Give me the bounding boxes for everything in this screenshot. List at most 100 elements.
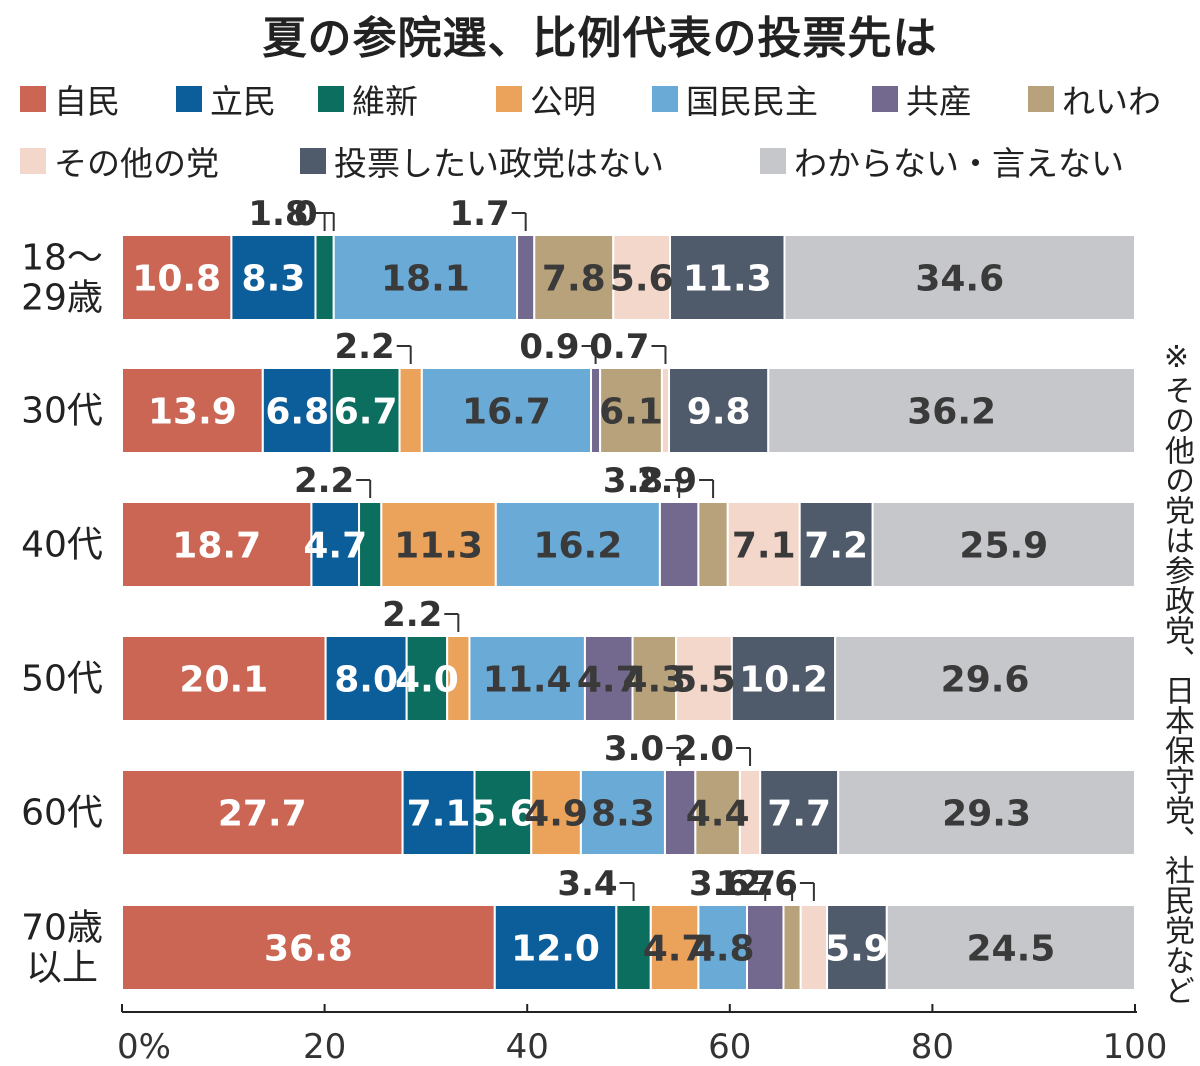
bar-segment: [798, 501, 874, 588]
data-label: 18.1: [381, 259, 470, 300]
data-label: 0: [294, 194, 318, 234]
bar-segment: [658, 501, 700, 588]
legend-item-6: れいわ: [1028, 75, 1161, 123]
legend: 自民 立民 維新 公明 国民民主 共産 れいわ その他の党 投票したい政党はない わからない・言え…: [0, 0, 1200, 190]
bar-segment: [697, 501, 729, 588]
category-label: 以上: [26, 948, 98, 989]
data-label: 2.0: [674, 729, 734, 769]
bar-segment: [261, 367, 333, 454]
category-label: 50代: [21, 659, 103, 700]
data-label: 4.9: [524, 794, 588, 835]
bar-segment: [494, 501, 661, 588]
bar-segment: [668, 367, 770, 454]
data-label: 2.2: [334, 327, 394, 367]
bar-segment: [834, 635, 1136, 722]
data-label: 5.6: [610, 259, 674, 300]
data-label: 7.7: [767, 794, 831, 835]
bar-segment: [583, 635, 634, 722]
bar-segment: [121, 234, 233, 321]
legend-label: 立民: [210, 82, 276, 121]
data-label: 3.4: [557, 864, 617, 904]
legend-swatch: [20, 86, 46, 112]
bar-segment: [121, 367, 264, 454]
data-label: 4.3: [622, 660, 686, 701]
bar-segment: [420, 367, 593, 454]
data-label: 36.2: [907, 392, 996, 433]
legend-item-8: 投票したい政党はない: [300, 137, 664, 185]
bar-segment: [675, 635, 733, 722]
legend-label: 投票したい政党はない: [334, 144, 664, 183]
x-tick-label: 60: [708, 1027, 751, 1066]
data-label: 16.7: [462, 392, 551, 433]
bar-segment: [826, 904, 888, 991]
bar-segment: [615, 904, 652, 991]
bar-segment: [871, 501, 1136, 588]
x-tick-label: 100: [1103, 1027, 1168, 1066]
data-label: 29.3: [942, 794, 1031, 835]
data-label: 6.8: [265, 392, 329, 433]
category-label: 40代: [21, 525, 103, 566]
legend-swatch: [496, 86, 522, 112]
category-label: 70歳: [21, 908, 103, 949]
data-label: 3.8: [603, 461, 663, 501]
bar-segment: [767, 367, 1136, 454]
legend-swatch: [652, 86, 678, 112]
category-label: 60代: [21, 793, 103, 834]
bar-segment: [663, 769, 697, 856]
data-label: 8.0: [334, 660, 398, 701]
data-label: 4.0: [395, 660, 459, 701]
data-label: 10.2: [739, 660, 828, 701]
data-label: 8.3: [591, 794, 655, 835]
bar-segment: [324, 635, 408, 722]
bar-segment: [697, 904, 749, 991]
data-label: 2.9: [637, 461, 697, 501]
category-label: 18〜: [21, 238, 103, 279]
bar-segment: [314, 234, 335, 321]
legend-item-5: 共産: [872, 75, 972, 123]
legend-item-2: 維新: [318, 75, 418, 123]
data-label: 4.7: [303, 526, 367, 567]
legend-item-9: わからない・言えない: [760, 137, 1124, 185]
data-label: 7.1: [407, 794, 471, 835]
data-label: 5.5: [672, 660, 736, 701]
bar-segment: [121, 769, 404, 856]
bar-segment: [730, 635, 837, 722]
data-label: 27.7: [218, 794, 307, 835]
bar-segment: [759, 769, 840, 856]
bar-segment: [332, 234, 519, 321]
data-label: 20.1: [179, 660, 268, 701]
data-label: 4.8: [691, 929, 755, 970]
data-label: 7.1: [732, 526, 796, 567]
bar-segment: [837, 769, 1136, 856]
data-label: 7.8: [542, 259, 606, 300]
bar-segment: [468, 635, 586, 722]
bar-segment: [799, 904, 829, 991]
legend-swatch: [176, 86, 202, 112]
data-label: 1.8: [248, 194, 308, 234]
bar-segment: [516, 234, 536, 321]
legend-swatch: [1028, 86, 1054, 112]
legend-swatch: [300, 148, 326, 174]
x-tick-label: 0%: [117, 1027, 171, 1066]
legend-label: 自民: [54, 82, 120, 121]
legend-swatch: [318, 86, 344, 112]
data-label: 5.6: [471, 794, 535, 835]
data-label: 6.7: [334, 392, 398, 433]
bar-segment: [579, 769, 666, 856]
data-label: 7.2: [804, 526, 868, 567]
data-label: 6.1: [599, 392, 663, 433]
legend-swatch: [872, 86, 898, 112]
bar-segment: [330, 367, 401, 454]
bar-segment: [530, 769, 582, 856]
x-tick-label: 80: [911, 1027, 954, 1066]
bar-segment: [121, 904, 496, 991]
legend-item-3: 公明: [496, 75, 596, 123]
bar-segment: [533, 234, 615, 321]
data-label: 0.9: [519, 327, 579, 367]
data-label: 18.7: [172, 526, 261, 567]
bar-segment: [121, 635, 327, 722]
data-label: 4.4: [686, 794, 750, 835]
legend-label: わからない・言えない: [794, 144, 1124, 183]
data-label: 4.7: [577, 660, 641, 701]
data-label: 16.2: [533, 526, 622, 567]
